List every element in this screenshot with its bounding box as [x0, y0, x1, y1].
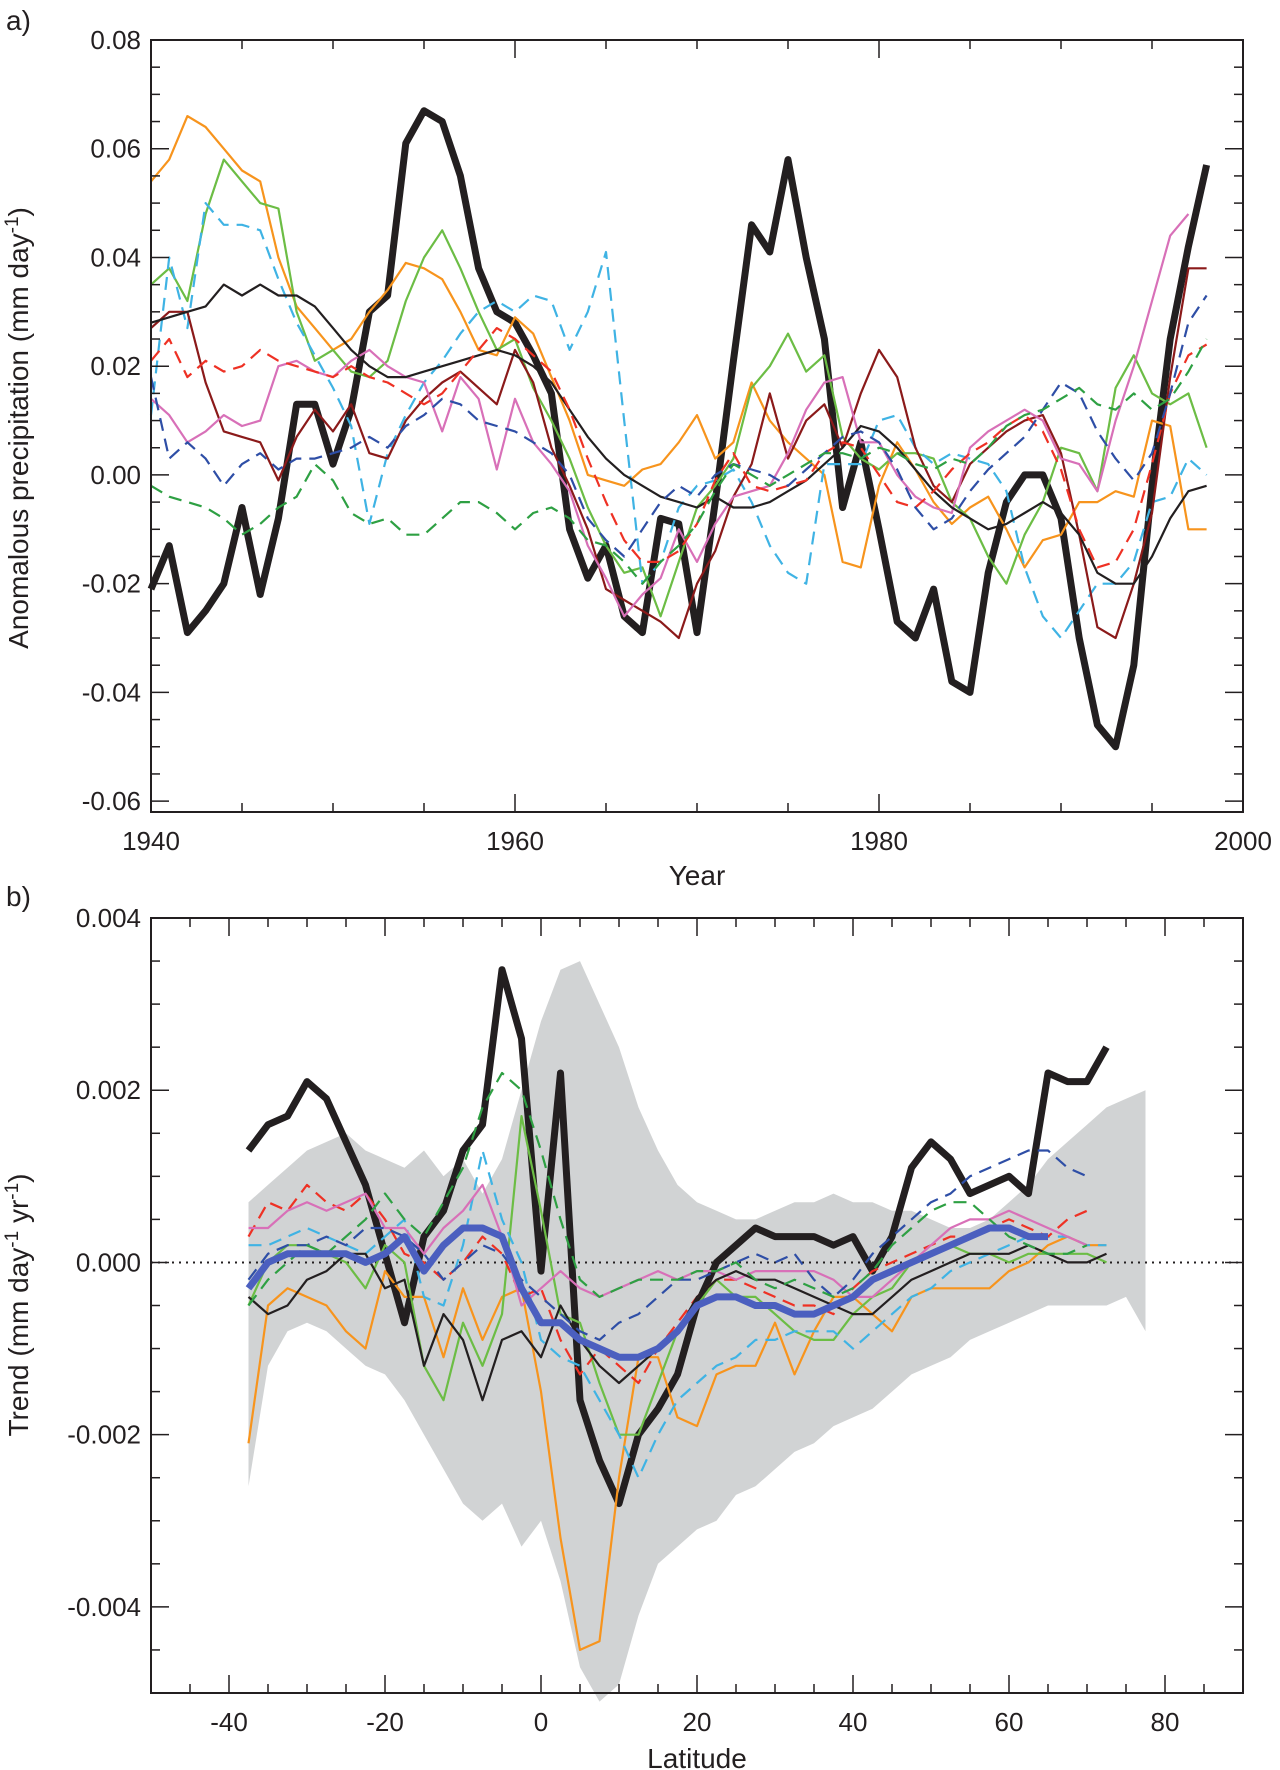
y-tick-label: 0.06 [90, 134, 141, 164]
y-tick-label: 0.08 [90, 25, 141, 55]
panel-b-latitudinal-trend: b) -0.004 -0.002 0.000 0.002 0.004 -40 -20 0 20 4… [2, 881, 1244, 1770]
panel-b-ylabel: Trend (mm day-1 yr-1) [2, 1173, 34, 1436]
x-tick-label: 1960 [486, 826, 544, 856]
series-line-orange-1 [150, 115, 1207, 569]
series-line-orange-1 [247, 1235, 1107, 1651]
y-tick-label: 0.004 [76, 903, 141, 933]
panel-a-ylabel: Anomalous precipitation (mm day-1) [2, 207, 34, 649]
y-tick-label: -0.04 [82, 677, 141, 707]
panel-a-series [147, 107, 1211, 751]
panel-b-label: b) [6, 881, 31, 912]
series-line-greenDash-8 [247, 1071, 1088, 1307]
series-line-greenDash-9 [150, 338, 1208, 585]
y-tick-label: 0.002 [76, 1075, 141, 1105]
panel-b-spread-band [248, 961, 1146, 1702]
x-tick-label: -40 [210, 1707, 248, 1737]
x-tick-label: 1980 [850, 826, 908, 856]
series-line-black-6 [150, 283, 1207, 585]
panel-b-series [245, 966, 1110, 1651]
plot-frame [150, 39, 1244, 813]
x-tick-label: -20 [366, 1707, 404, 1737]
series-line-mean-9 [245, 1224, 1048, 1361]
spread-band-area [248, 961, 1146, 1702]
series-line-green-2 [150, 158, 1208, 618]
y-tick-label: 0.00 [90, 460, 141, 490]
series-line-blue-8 [149, 294, 1208, 558]
panel-b-xlabel: Latitude [647, 1743, 747, 1770]
y-tick-label: -0.02 [82, 569, 141, 599]
y-tick-label: 0.04 [90, 242, 141, 272]
series-line-blue-7 [247, 1149, 1088, 1341]
x-tick-label: 20 [683, 1707, 712, 1737]
y-tick-label: -0.004 [67, 1592, 141, 1622]
series-line-red-7 [150, 327, 1208, 569]
panel-a-label: a) [6, 5, 31, 36]
x-tick-label: 60 [995, 1707, 1024, 1737]
series-line-pink-5 [248, 1183, 1088, 1307]
x-tick-label: 40 [839, 1707, 868, 1737]
x-tick-label: 80 [1151, 1707, 1180, 1737]
series-line-cyan-3 [149, 202, 1208, 640]
panel-a-xlabel: Year [669, 860, 726, 891]
series-line-black-0 [147, 107, 1211, 751]
x-tick-label: 1940 [122, 826, 180, 856]
panel-a-anomalous-precipitation: a) -0.06 -0.04 -0.02 0.00 0.02 0.04 0.06 0.08 19… [2, 5, 1272, 891]
y-tick-label: -0.06 [82, 786, 141, 816]
x-tick-label: 2000 [1214, 826, 1272, 856]
y-tick-label: 0.02 [90, 351, 141, 381]
x-tick-label: 0 [534, 1707, 548, 1737]
y-tick-label: -0.002 [67, 1420, 141, 1450]
series-line-cyan-3 [248, 1149, 1107, 1479]
series-line-darkred-4 [150, 267, 1207, 640]
series-line-pink-5 [150, 213, 1190, 618]
y-tick-label: 0.000 [76, 1247, 141, 1277]
